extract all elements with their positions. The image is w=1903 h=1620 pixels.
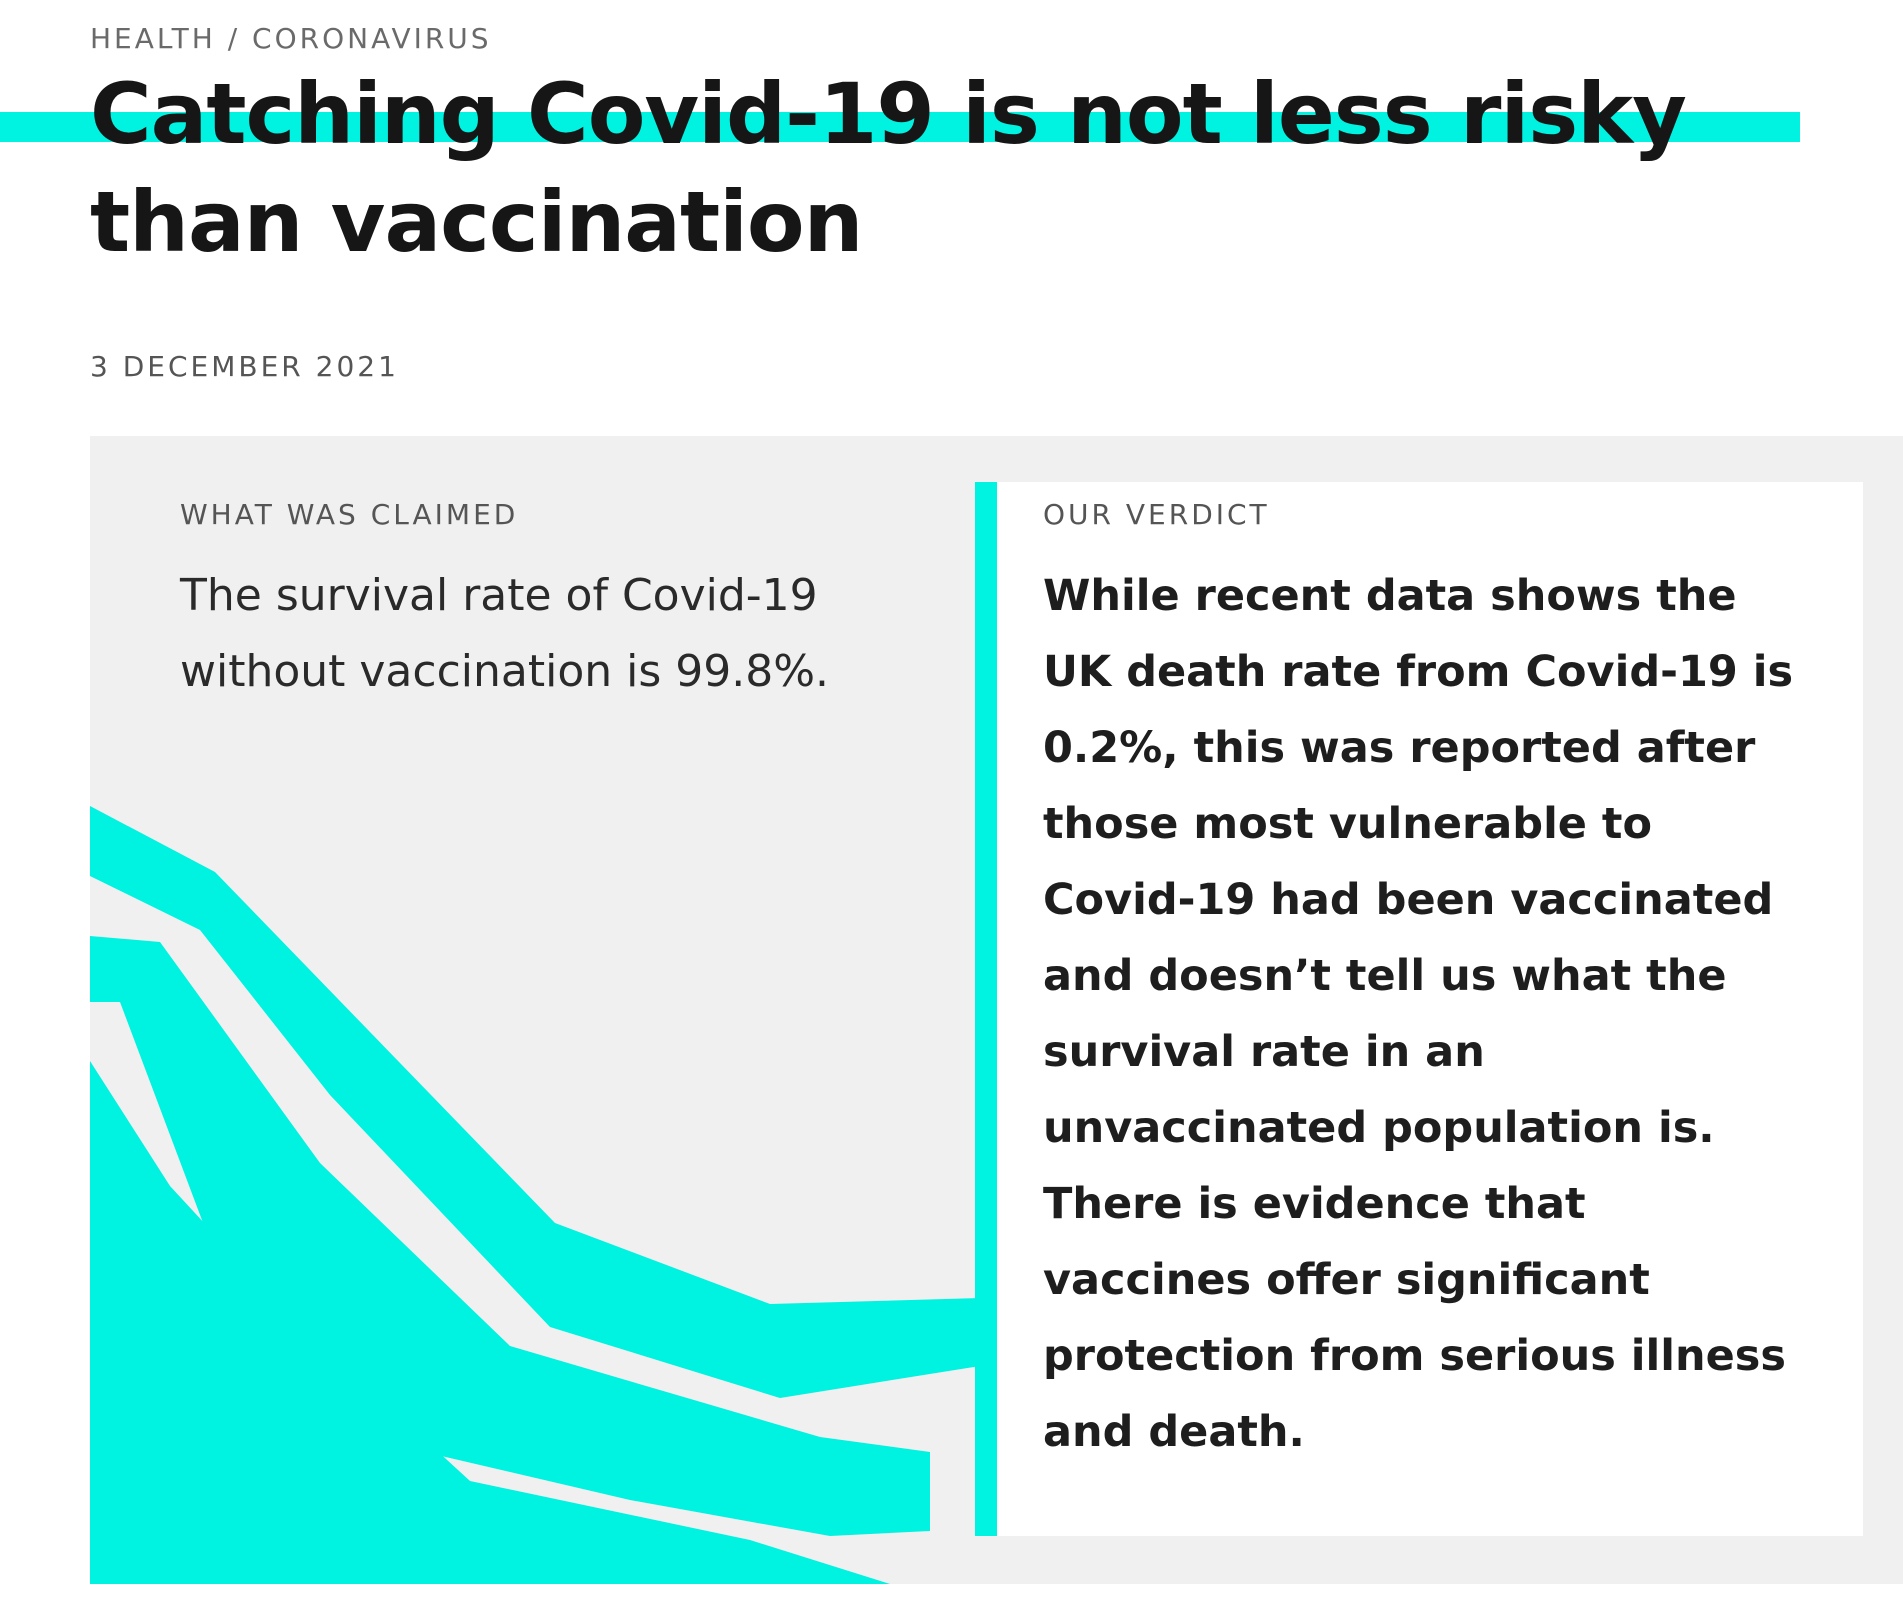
wave-band-bottom: [90, 1061, 890, 1584]
wave-band-middle: [90, 936, 930, 1536]
verdict-card: OUR VERDICT While recent data shows the …: [975, 482, 1863, 1536]
claim-label: WHAT WAS CLAIMED: [180, 498, 519, 531]
verdict-label: OUR VERDICT: [1043, 498, 1270, 531]
breadcrumb-separator: /: [215, 22, 253, 55]
publish-date: 3 DECEMBER 2021: [90, 350, 399, 383]
decorative-wave-graphic: [90, 806, 980, 1584]
breadcrumb-link-health[interactable]: HEALTH: [90, 22, 216, 55]
fact-check-panel: WHAT WAS CLAIMED The survival rate of Co…: [90, 436, 1903, 1584]
claim-text: The survival rate of Covid-19 without va…: [180, 570, 830, 697]
wave-band-top: [90, 806, 980, 1398]
verdict-text: While recent data shows the UK death rat…: [1043, 571, 1794, 1457]
title-highlight-bar: [0, 112, 1800, 142]
breadcrumb-link-coronavirus[interactable]: CORONAVIRUS: [252, 22, 492, 55]
breadcrumb: HEALTH / CORONAVIRUS: [90, 22, 492, 55]
page-title: Catching Covid-19 is not less risky than…: [90, 65, 1687, 271]
